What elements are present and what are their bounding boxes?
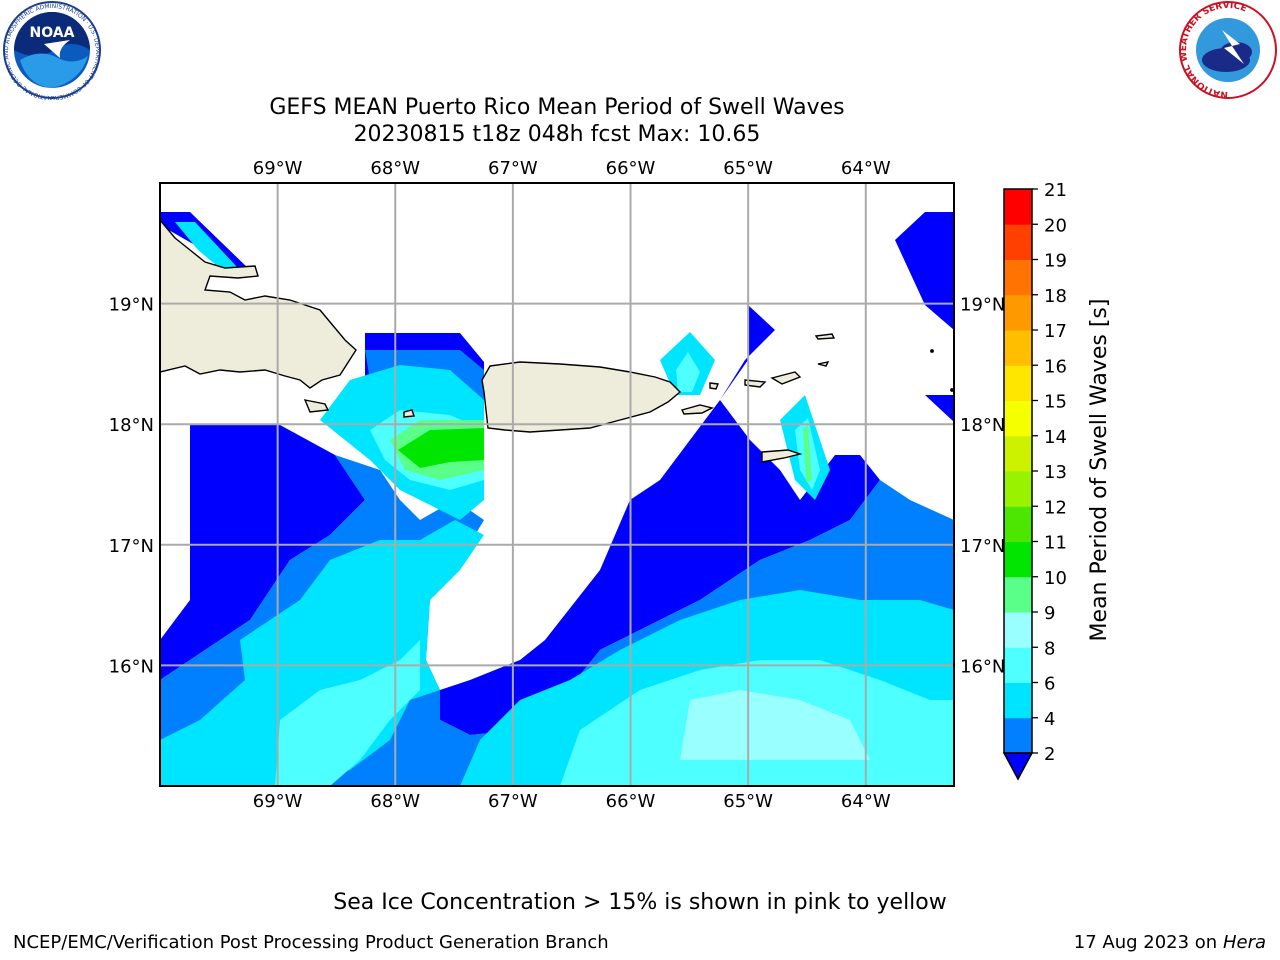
- colorbar-tick-label: 8: [1044, 638, 1055, 659]
- colorbar-tick-label: 20: [1044, 215, 1067, 236]
- contour-6to8: [160, 520, 484, 786]
- lon-label-top: 69°W: [253, 158, 303, 179]
- colorbar-segment: [1004, 435, 1032, 472]
- colorbar-segment: [1004, 365, 1032, 401]
- colorbar-segment: [1004, 717, 1032, 754]
- lat-label-right: 18°N: [960, 415, 1005, 436]
- lon-label-top: 68°W: [370, 158, 420, 179]
- map-axis-labels: 69°W 69°W 68°W 68°W 67°W 67°W 66°W 66°W 65°W 65°W…: [109, 158, 1006, 812]
- contour-2to4-se-corner: [925, 395, 954, 422]
- contour-10to11-stcroix: [803, 425, 812, 482]
- contour-11to12-pr: [398, 428, 484, 468]
- colorbar-tick-label: 15: [1044, 392, 1067, 413]
- noaa-logo: NATIONAL OCEANIC AND ATMOSPHERIC ADMINIS…: [0, 0, 101, 100]
- colorbar-tick-label: 14: [1044, 427, 1067, 448]
- noaa-logo-text: NOAA: [30, 25, 75, 41]
- colorbar-tick-label: 4: [1044, 709, 1055, 730]
- lon-label-top: 64°W: [841, 158, 891, 179]
- colorbar-tick-label: 12: [1044, 497, 1067, 518]
- hispaniola-saona: [303, 399, 330, 413]
- colorbar-tick-label: 13: [1044, 462, 1067, 483]
- st-croix-island: [761, 449, 803, 463]
- contour-2to4-west: [160, 425, 365, 680]
- contour-8to9-vieques: [676, 352, 700, 392]
- map-gridlines: [160, 183, 954, 786]
- colorbar-tick-label: 21: [1044, 180, 1067, 201]
- map-frame: [159, 182, 955, 787]
- run-date: 17 Aug 2023 on Hera: [1074, 932, 1266, 953]
- sea-ice-note: Sea Ice Concentration > 15% is shown in …: [333, 890, 947, 915]
- lon-label-top: 67°W: [488, 158, 538, 179]
- lon-label-bottom: 69°W: [253, 791, 303, 812]
- lat-label-right: 16°N: [960, 656, 1005, 677]
- colorbar: 2 4 6 8 9 10 11 12 13 14 15 16 17 18 19 20 21: [1002, 180, 1067, 781]
- mona-island: [403, 409, 415, 418]
- colorbar-under-arrow: [1002, 752, 1034, 781]
- colorbar-tick-label: 6: [1044, 674, 1055, 695]
- lon-label-top: 66°W: [606, 158, 656, 179]
- contour-6to8-north: [175, 222, 238, 270]
- lon-label-top: 65°W: [723, 158, 773, 179]
- colorbar-segment: [1004, 400, 1032, 437]
- lat-label-right: 17°N: [960, 536, 1005, 557]
- lon-label-bottom: 66°W: [606, 791, 656, 812]
- colorbar-tick-label: 19: [1044, 251, 1067, 272]
- lat-label-left: 16°N: [109, 656, 154, 677]
- contour-2to4-east: [895, 212, 954, 330]
- producer-credit: NCEP/EMC/Verification Post Processing Pr…: [13, 932, 609, 953]
- run-host: Hera: [1222, 932, 1266, 953]
- lon-label-bottom: 65°W: [723, 791, 773, 812]
- lat-label-right: 19°N: [960, 295, 1005, 316]
- colorbar-segment: [1004, 471, 1032, 507]
- colorbar-segment: [1004, 330, 1032, 366]
- colorbar-segment: [1004, 294, 1032, 331]
- lon-label-bottom: 68°W: [370, 791, 420, 812]
- colorbar-tick-label: 17: [1044, 321, 1067, 342]
- nws-logo: NATIONAL WEATHER SERVICE: [1179, 1, 1277, 99]
- colorbar-tick-label: 16: [1044, 356, 1067, 377]
- run-date-text: 17 Aug 2023 on: [1073, 932, 1218, 953]
- contour-9to10: [680, 690, 870, 760]
- colorbar-label: Mean Period of Swell Waves [s]: [1087, 299, 1112, 642]
- culebra-island: [709, 382, 719, 390]
- swell-period-contours: [160, 212, 954, 786]
- lon-label-bottom: 64°W: [841, 791, 891, 812]
- chart-title: GEFS MEAN Puerto Rico Mean Period of Swe…: [269, 95, 845, 120]
- lat-label-left: 17°N: [109, 536, 154, 557]
- colorbar-segment: [1004, 647, 1032, 683]
- vieques-island: [680, 404, 715, 415]
- virgin-islands: [744, 333, 836, 388]
- colorbar-tick-label: 10: [1044, 568, 1067, 589]
- colorbar-tick-label: 9: [1044, 603, 1055, 624]
- lat-label-left: 19°N: [109, 295, 154, 316]
- colorbar-segment: [1004, 506, 1032, 542]
- colorbar-segment: [1004, 224, 1032, 260]
- colorbar-tick-label: 2: [1044, 744, 1055, 765]
- lat-label-left: 18°N: [109, 415, 154, 436]
- colorbar-segment: [1004, 259, 1032, 296]
- colorbar-segment: [1004, 682, 1032, 719]
- colorbar-segment: [1004, 541, 1032, 578]
- colorbar-tick-label: 18: [1044, 286, 1067, 307]
- map-area: [160, 183, 954, 786]
- colorbar-segment: [1004, 189, 1032, 225]
- contour-2to4-central: [440, 305, 880, 735]
- chart-subtitle: 20230815 t18z 048h fcst Max: 10.65: [353, 122, 761, 147]
- colorbar-tick-label: 11: [1044, 533, 1067, 554]
- contour-8to9-west: [275, 640, 420, 786]
- colorbar-segment: [1004, 576, 1032, 613]
- colorbar-segment: [1004, 612, 1032, 648]
- lon-label-bottom: 67°W: [488, 791, 538, 812]
